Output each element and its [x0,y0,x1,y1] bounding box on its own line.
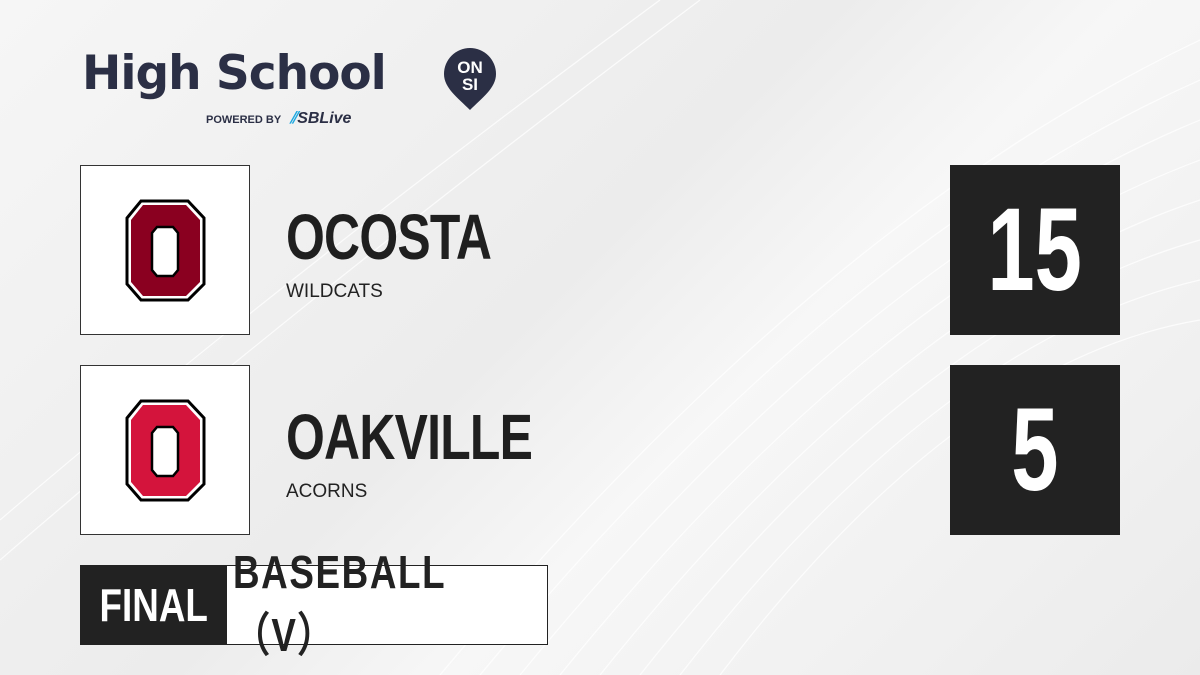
status-text: FINAL [99,579,209,631]
badge-top: ON [457,58,483,77]
brand-title: High School [82,46,387,101]
final-badge: FINAL [81,566,227,644]
sport-label: BASEBALL（V） [227,546,547,661]
block-o-logo-icon [125,199,206,302]
score-value: 15 [987,184,1083,316]
block-o-logo-icon [125,399,206,502]
team-name: OAKVILLE [286,401,533,473]
team-mascot: ACORNS [286,481,368,502]
team-mascot: WILDCATS [286,281,383,302]
team-score: 5 [950,365,1120,535]
team-logo-box-away [80,365,250,535]
high-school-on-si-logo[interactable]: High School ON SI POWERED BY ⫽SBLive [82,46,496,127]
sblive-text: SBLive [297,110,352,127]
sblive-mark-icon: ⫽ [290,110,298,127]
score-value: 5 [1011,384,1059,516]
team-logo-box-home [80,165,250,335]
on-si-pin-icon: ON SI [444,48,496,110]
sport-text: BASEBALL（V） [233,546,447,661]
sblive-logo: ⫽SBLive [290,110,351,127]
powered-by: POWERED BY ⫽SBLive [206,110,351,128]
team-score: 15 [950,165,1120,335]
powered-by-label: POWERED BY [206,114,281,126]
game-status-bar: FINAL BASEBALL（V） [80,546,548,661]
team-name: OCOSTA [286,201,492,273]
badge-bottom: SI [462,75,478,94]
